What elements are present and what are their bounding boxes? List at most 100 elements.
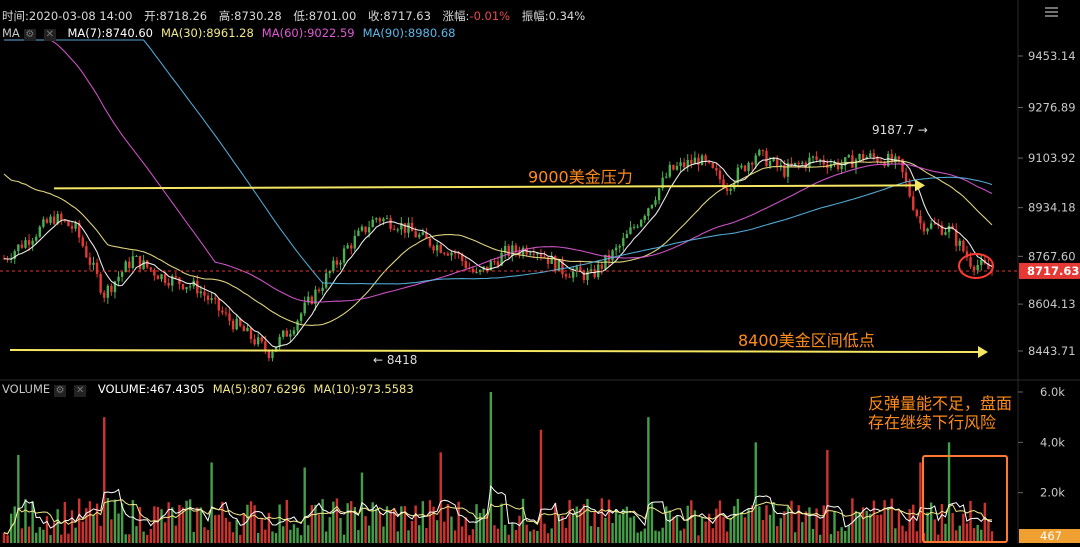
volume-bar — [958, 525, 961, 543]
candle-body — [74, 222, 77, 229]
volume-bar — [256, 532, 260, 543]
volume-bar — [163, 522, 167, 543]
ma-legend-item-3: MA(90):8980.68 — [362, 26, 456, 40]
menu-icon[interactable] — [1045, 7, 1058, 17]
current-price-tag: 8717.63 — [1027, 264, 1079, 278]
volume-bar — [679, 530, 682, 543]
candle-body — [231, 320, 235, 330]
volume-bar — [711, 528, 714, 543]
volume-bar — [496, 528, 500, 543]
volume-bar — [360, 472, 364, 543]
period-high-marker: 9187.7 → — [872, 123, 928, 137]
candle-body — [815, 156, 818, 160]
volume-bar — [675, 516, 679, 543]
close-icon[interactable]: ✕ — [43, 29, 56, 41]
candle-body — [758, 150, 761, 156]
candle-body — [464, 261, 467, 268]
volume-bar — [614, 508, 618, 543]
candle-body — [153, 269, 156, 276]
volume-bar — [20, 528, 24, 543]
volume-bar — [929, 502, 933, 543]
candle-body — [725, 188, 729, 191]
candle-body — [980, 259, 983, 265]
candle-body — [324, 273, 328, 288]
volume-bar — [704, 521, 707, 543]
gear-icon[interactable]: ⚙ — [54, 385, 67, 397]
volume-bar — [221, 501, 224, 543]
volume-bar — [801, 522, 804, 543]
candle-body — [367, 227, 371, 233]
candle-body — [761, 150, 765, 152]
candle-body — [922, 223, 926, 232]
volume-bar — [95, 503, 99, 543]
candle-body — [418, 234, 421, 238]
volume-bar — [174, 525, 178, 543]
candle-body — [514, 245, 518, 252]
candle-body — [639, 219, 643, 227]
candle-body — [972, 266, 976, 271]
candle-body — [307, 296, 310, 303]
candle-body — [103, 292, 106, 298]
gear-icon[interactable]: ⚙ — [23, 29, 36, 41]
volume-ma-layer — [3, 485, 993, 535]
volume-bar — [461, 526, 464, 543]
candle-body — [919, 215, 922, 224]
candle-body — [56, 213, 59, 224]
volume-bar — [117, 513, 120, 543]
open-label: 开:8718.26 — [144, 9, 208, 23]
candle-body — [929, 223, 933, 229]
volume-bar — [536, 530, 539, 543]
close-icon[interactable]: ✕ — [74, 385, 87, 397]
volume-bar — [622, 509, 625, 543]
candle-body — [793, 162, 797, 166]
volume-bar — [754, 442, 757, 543]
volume-bar — [493, 525, 496, 543]
ma-indicator-name: MA — [2, 26, 20, 40]
candle-body — [586, 271, 589, 281]
candle-body — [342, 248, 346, 263]
volume-bar — [972, 528, 976, 543]
volume-bar — [17, 454, 20, 543]
candle-body — [529, 253, 532, 255]
volume-bar — [529, 531, 532, 543]
volume-bar — [894, 528, 897, 543]
candle-body — [49, 216, 52, 223]
volume-bar — [253, 505, 256, 543]
latest-price-highlight-circle — [958, 252, 994, 279]
volume-bar — [740, 512, 743, 543]
candle-body — [264, 341, 267, 351]
candle-body — [661, 177, 664, 189]
volume-bar — [818, 534, 822, 543]
candle-body — [421, 232, 425, 235]
candle-body — [643, 215, 646, 220]
volume-bar — [217, 514, 220, 543]
candle-body — [360, 226, 364, 231]
volume-bar — [142, 531, 145, 543]
price-ma-layer — [3, 39, 993, 348]
volume-bar — [718, 500, 722, 543]
volume-bar — [607, 499, 611, 543]
candle-body — [113, 281, 117, 293]
volume-bar — [74, 527, 77, 543]
volume-note-line1: 反弹量能不足，盘面 — [868, 394, 1012, 413]
candle-body — [503, 245, 507, 253]
candle-body — [915, 209, 919, 216]
candle-body — [289, 334, 292, 337]
candle-body — [797, 162, 800, 164]
candle-body — [818, 159, 822, 161]
candle-body — [403, 223, 407, 233]
candle-body — [167, 282, 170, 286]
volume-bar — [160, 509, 163, 543]
candle-body — [475, 272, 478, 274]
volume-bar — [833, 511, 836, 543]
candle-body — [625, 233, 629, 239]
volume-bar — [761, 519, 765, 543]
volume-bar — [353, 507, 357, 543]
volume-bar — [915, 531, 919, 543]
volume-bar — [611, 523, 614, 543]
volume-bar — [60, 534, 63, 543]
ma-legend-items: MA(7):8740.60 MA(30):8961.28 MA(60):9022.5… — [67, 26, 463, 40]
volume-bar — [636, 532, 639, 543]
volume-bar — [965, 523, 969, 543]
